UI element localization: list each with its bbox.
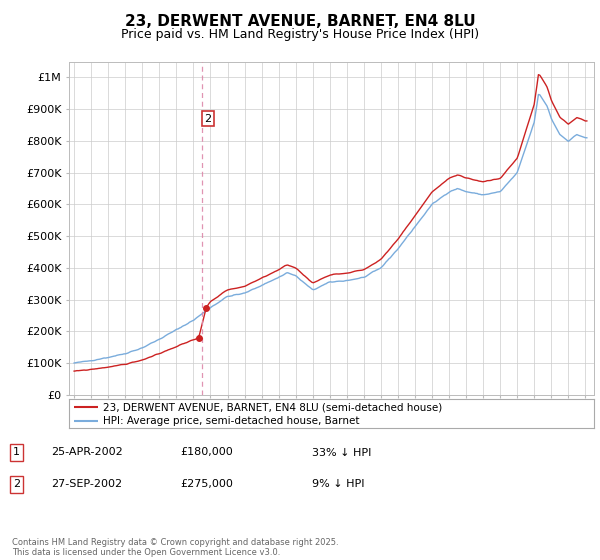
Text: 23, DERWENT AVENUE, BARNET, EN4 8LU (semi-detached house): 23, DERWENT AVENUE, BARNET, EN4 8LU (sem… — [103, 402, 442, 412]
Text: 2: 2 — [13, 479, 20, 489]
Text: 1: 1 — [13, 447, 20, 458]
Text: 9% ↓ HPI: 9% ↓ HPI — [312, 479, 365, 489]
Text: £275,000: £275,000 — [180, 479, 233, 489]
Text: Price paid vs. HM Land Registry's House Price Index (HPI): Price paid vs. HM Land Registry's House … — [121, 28, 479, 41]
Text: 2: 2 — [205, 114, 211, 124]
Text: 33% ↓ HPI: 33% ↓ HPI — [312, 447, 371, 458]
Text: HPI: Average price, semi-detached house, Barnet: HPI: Average price, semi-detached house,… — [103, 416, 359, 426]
Text: 23, DERWENT AVENUE, BARNET, EN4 8LU: 23, DERWENT AVENUE, BARNET, EN4 8LU — [125, 14, 475, 29]
Text: 25-APR-2002: 25-APR-2002 — [51, 447, 123, 458]
Text: 27-SEP-2002: 27-SEP-2002 — [51, 479, 122, 489]
Text: Contains HM Land Registry data © Crown copyright and database right 2025.
This d: Contains HM Land Registry data © Crown c… — [12, 538, 338, 557]
Text: £180,000: £180,000 — [180, 447, 233, 458]
